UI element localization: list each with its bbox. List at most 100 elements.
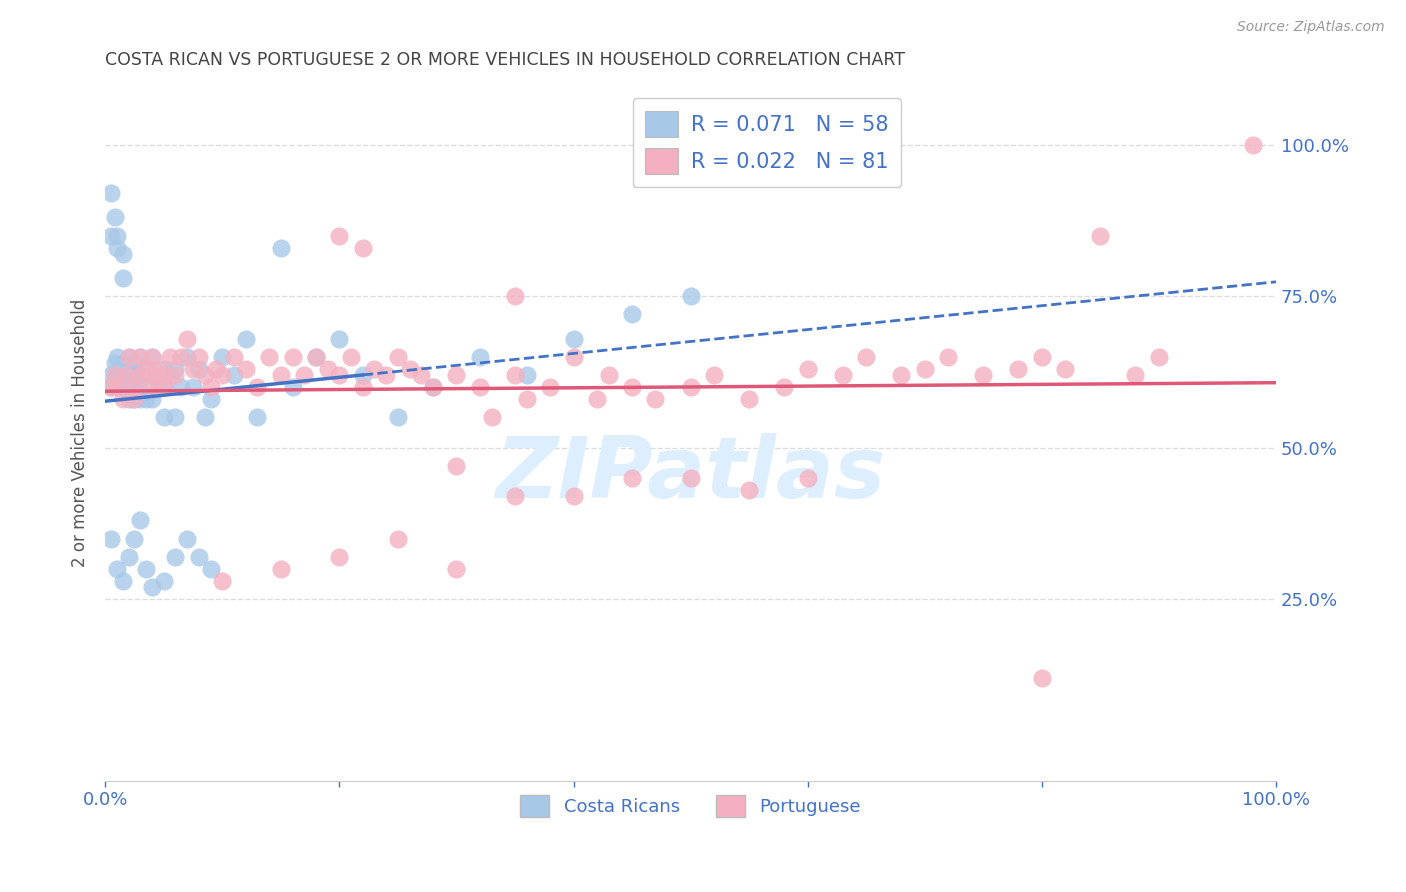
Point (398, 362, 420, 376)
Point (187, 350, 209, 364)
Point (100, 380, 122, 394)
Point (422, 380, 444, 394)
Point (411, 368, 433, 382)
Point (129, 350, 152, 364)
Point (141, 368, 163, 382)
Point (1090, 228, 1112, 243)
Point (352, 368, 374, 382)
Point (152, 380, 174, 394)
Point (796, 362, 818, 376)
Point (562, 489, 585, 503)
Point (146, 380, 169, 394)
Point (165, 549, 187, 564)
Point (129, 380, 152, 394)
Point (481, 410, 503, 425)
Point (352, 380, 374, 394)
Point (211, 574, 233, 588)
Point (176, 532, 198, 546)
Point (446, 368, 468, 382)
Point (124, 392, 146, 407)
Point (141, 380, 163, 394)
Point (205, 362, 228, 376)
Point (211, 350, 233, 364)
Point (246, 380, 269, 394)
Point (516, 368, 538, 382)
Point (100, 228, 122, 243)
Point (176, 350, 198, 364)
Point (129, 350, 152, 364)
Point (111, 380, 134, 394)
Point (281, 380, 304, 394)
Point (100, 368, 122, 382)
Point (621, 471, 644, 485)
Point (468, 350, 491, 364)
Point (111, 574, 134, 588)
Point (141, 368, 163, 382)
Point (115, 362, 138, 376)
Point (387, 532, 409, 546)
Point (562, 350, 585, 364)
Point (115, 368, 138, 382)
Point (135, 562, 157, 576)
Point (679, 380, 702, 394)
Point (141, 580, 163, 594)
Point (100, 532, 122, 546)
Point (200, 562, 222, 576)
Point (100, 380, 122, 394)
Point (387, 350, 409, 364)
Point (211, 368, 233, 382)
Point (1031, 671, 1053, 685)
Text: ZIPatlas: ZIPatlas (495, 433, 886, 516)
Point (129, 513, 152, 527)
Point (105, 241, 128, 255)
Point (124, 392, 146, 407)
Point (141, 350, 163, 364)
Point (1054, 362, 1077, 376)
Point (316, 362, 339, 376)
Point (679, 289, 702, 303)
Point (105, 562, 128, 576)
Point (111, 356, 134, 370)
Point (1147, 350, 1170, 364)
Point (222, 350, 245, 364)
Point (422, 380, 444, 394)
Point (100, 186, 122, 201)
Point (129, 368, 152, 382)
Point (1241, 137, 1264, 152)
Point (152, 574, 174, 588)
Point (129, 368, 152, 382)
Point (305, 350, 328, 364)
Point (152, 368, 174, 382)
Point (363, 362, 385, 376)
Point (111, 271, 134, 285)
Point (152, 410, 174, 425)
Point (890, 368, 912, 382)
Point (773, 380, 796, 394)
Point (446, 562, 468, 576)
Point (127, 368, 149, 382)
Point (176, 332, 198, 346)
Point (621, 307, 644, 321)
Point (105, 380, 128, 394)
Point (468, 380, 491, 394)
Point (340, 350, 363, 364)
Point (586, 392, 609, 407)
Point (644, 392, 666, 407)
Point (235, 332, 257, 346)
Text: Source: ZipAtlas.com: Source: ZipAtlas.com (1237, 20, 1385, 34)
Point (246, 410, 269, 425)
Point (129, 392, 152, 407)
Point (446, 458, 468, 473)
Point (200, 380, 222, 394)
Point (679, 471, 702, 485)
Point (503, 489, 526, 503)
Point (936, 350, 959, 364)
Point (152, 362, 174, 376)
Text: COSTA RICAN VS PORTUGUESE 2 OR MORE VEHICLES IN HOUSEHOLD CORRELATION CHART: COSTA RICAN VS PORTUGUESE 2 OR MORE VEHI… (105, 51, 905, 69)
Point (111, 368, 134, 382)
Point (117, 392, 139, 407)
Point (270, 562, 292, 576)
Point (141, 350, 163, 364)
Point (105, 368, 128, 382)
Point (972, 368, 994, 382)
